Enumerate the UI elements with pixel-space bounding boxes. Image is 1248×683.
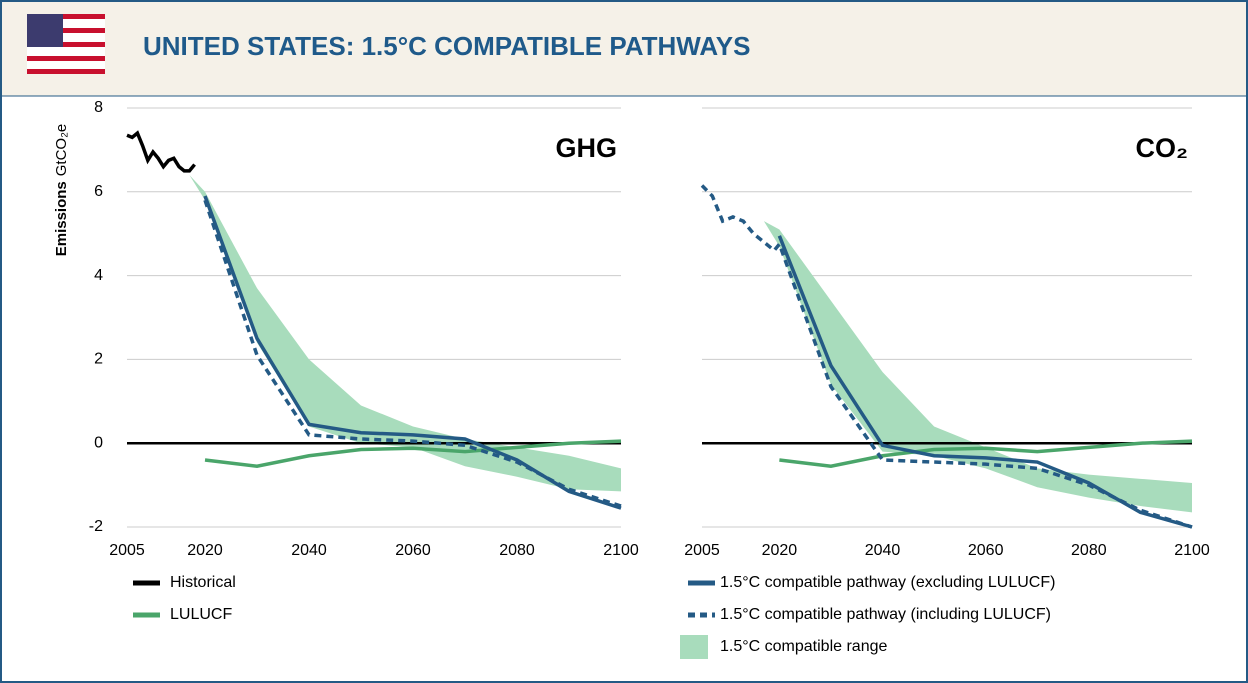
flag [27, 14, 105, 74]
series-line [700, 184, 1193, 529]
series-line [779, 439, 1193, 469]
y-tick-label: 6 [94, 183, 103, 200]
y-label: Emissions [53, 181, 70, 256]
legend-label: 1.5°C compatible pathway (excluding LULU… [720, 574, 1055, 591]
legend-label: 1.5°C compatible pathway (including LULU… [720, 606, 1051, 623]
range-band [763, 221, 1192, 513]
range-band [189, 175, 621, 492]
x-tick-label: 2080 [1071, 542, 1107, 559]
x-tick-label: 2020 [187, 542, 223, 559]
page-title: UNITED STATES: 1.5°C COMPATIBLE PATHWAYS [143, 31, 750, 61]
series-line [126, 130, 196, 173]
legend-swatch [680, 635, 708, 659]
x-tick-label: 2080 [499, 542, 535, 559]
x-tick-label: 2005 [109, 542, 145, 559]
x-tick-label: 2060 [395, 542, 431, 559]
header-band [1, 1, 1247, 96]
panel: -2 0 2 4 6 8 2005 2020 2040 2060 2080 2100 GHG [89, 99, 639, 559]
legend-label: 1.5°C compatible range [720, 638, 887, 655]
panel: 2005 2020 2040 2060 2080 2100 CO₂ [684, 107, 1210, 559]
x-tick-label: 2040 [865, 542, 901, 559]
x-tick-label: 2020 [762, 542, 798, 559]
x-tick-label: 2100 [603, 542, 639, 559]
legend-label: Historical [170, 574, 236, 591]
series-line [203, 199, 622, 508]
panel-title: CO₂ [1136, 133, 1189, 163]
y-axis-label: Emissions GtCO₂e [53, 124, 70, 257]
legend-label: LULUCF [170, 606, 232, 623]
y-tick-label: 2 [94, 351, 103, 368]
y-tick-label: 0 [94, 434, 103, 451]
y-tick-label: -2 [89, 518, 103, 535]
y-unit: GtCO₂e [53, 124, 70, 177]
x-tick-label: 2040 [291, 542, 327, 559]
y-tick-label: 4 [94, 267, 103, 284]
series-line [204, 439, 622, 469]
panel-title: GHG [555, 133, 617, 163]
x-tick-label: 2060 [968, 542, 1004, 559]
x-tick-label: 2100 [1174, 542, 1210, 559]
y-tick-label: 8 [94, 99, 103, 116]
x-tick-label: 2005 [684, 542, 720, 559]
legend: Historical LULUCF 1.5°C compatible pathway… [133, 574, 1055, 659]
